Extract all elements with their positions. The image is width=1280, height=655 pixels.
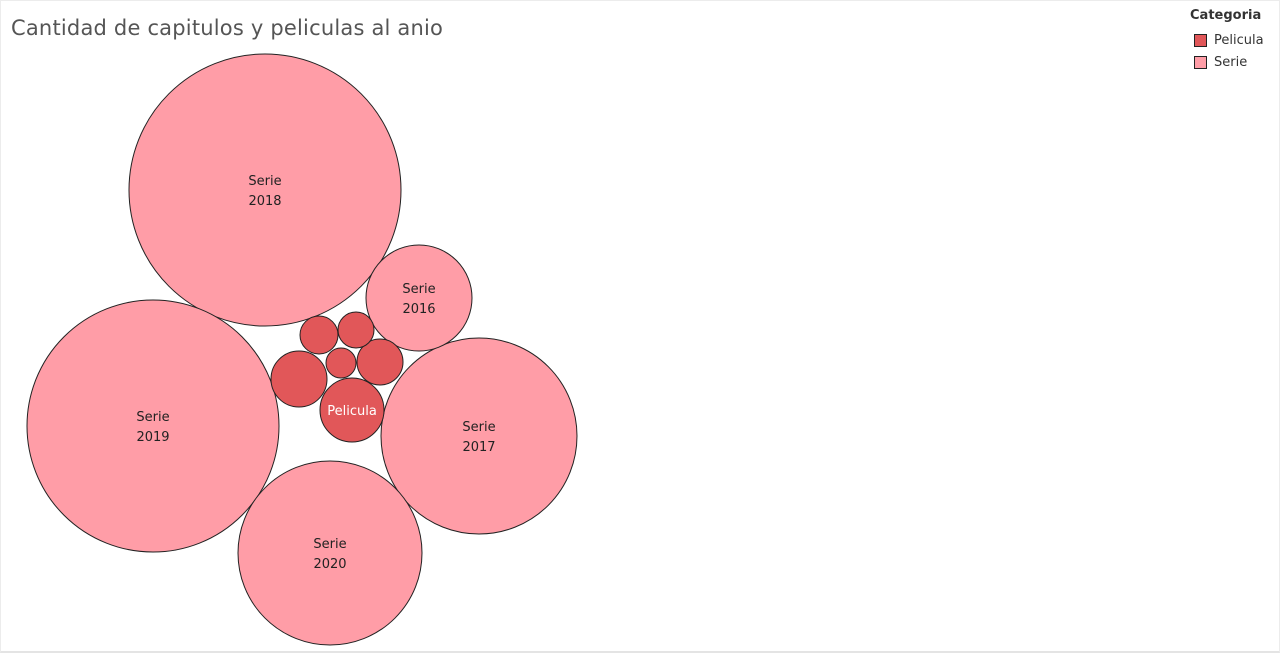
bubble-serie-2018[interactable] <box>128 53 402 327</box>
legend-swatch-pelicula <box>1194 33 1207 47</box>
legend: Categoria Pelicula Serie <box>1190 8 1264 73</box>
legend-label-serie: Serie <box>1214 54 1248 70</box>
bubble-serie-2020[interactable] <box>237 460 423 646</box>
legend-item-pelicula[interactable]: Pelicula <box>1190 29 1264 51</box>
bubble-label-serie-2019-0: Serie <box>136 410 169 425</box>
bubble-label-serie-2016-1: 2016 <box>402 302 435 317</box>
bubble-label-serie-2020-0: Serie <box>313 537 346 552</box>
bubble-pelicula-6[interactable] <box>270 350 328 408</box>
chart-title: Cantidad de capitulos y peliculas al ani… <box>11 16 444 40</box>
legend-item-serie[interactable]: Serie <box>1190 51 1264 73</box>
bubble-serie-2019[interactable] <box>26 299 280 553</box>
bubble-pelicula-9[interactable] <box>337 311 375 349</box>
bubble-label-serie-2019-1: 2019 <box>136 430 169 445</box>
bubble-label-serie-2017-0: Serie <box>462 420 495 435</box>
bubble-label-serie-2016-0: Serie <box>402 282 435 297</box>
bubble-pelicula-10[interactable] <box>325 347 357 379</box>
bubble-pelicula-8[interactable] <box>299 315 339 355</box>
bubble-label-serie-2020-1: 2020 <box>313 557 346 572</box>
legend-label-pelicula: Pelicula <box>1214 32 1264 48</box>
bubble-label-serie-2018-1: 2018 <box>248 194 281 209</box>
bubble-pelicula-7[interactable] <box>356 338 404 386</box>
bubble-serie-2016[interactable] <box>365 244 473 352</box>
bubble-label-serie-2017-1: 2017 <box>462 440 495 455</box>
bubble-label-pelicula-5-0: Pelicula <box>327 404 377 419</box>
legend-title: Categoria <box>1190 8 1262 23</box>
legend-swatch-serie <box>1194 55 1207 69</box>
bubble-label-serie-2018-0: Serie <box>248 174 281 189</box>
bubble-serie-2017[interactable] <box>380 337 578 535</box>
bubble-pelicula-5[interactable] <box>319 377 385 443</box>
